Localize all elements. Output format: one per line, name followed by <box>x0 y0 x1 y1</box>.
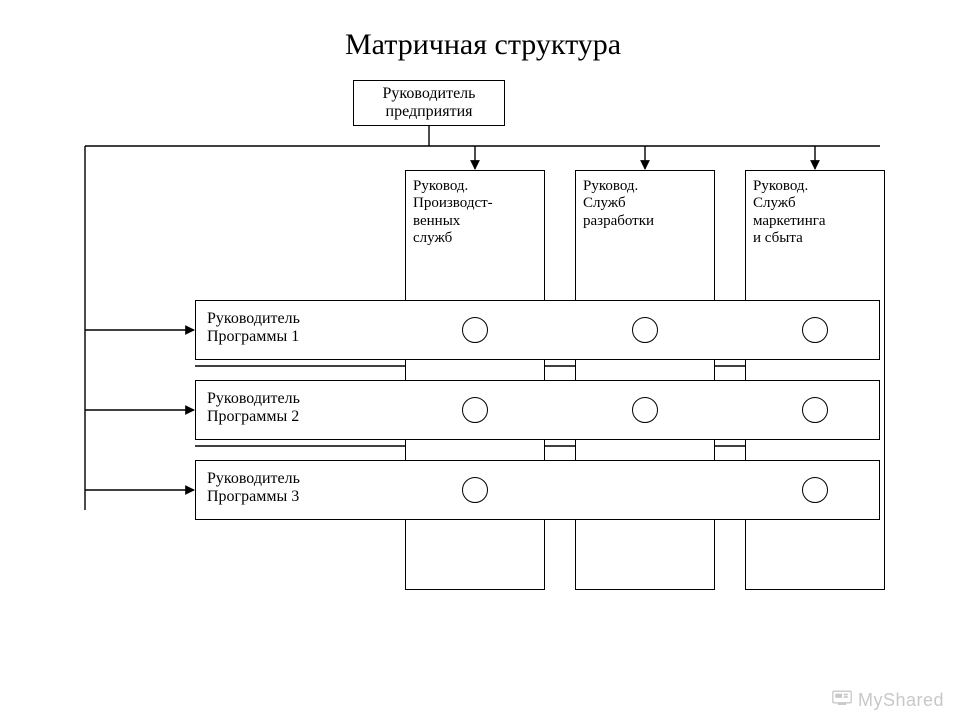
matrix-node-1-2 <box>802 397 828 423</box>
matrix-node-1-1 <box>632 397 658 423</box>
matrix-node-2-0 <box>462 477 488 503</box>
matrix-node-0-0 <box>462 317 488 343</box>
row-label-1: Руководитель Программы 2 <box>207 390 387 427</box>
watermark-icon <box>832 688 852 706</box>
column-label-1: Руковод. Служб разработки <box>583 178 707 230</box>
row-label-2: Руководитель Программы 3 <box>207 470 387 507</box>
diagram-title: Матричная структура <box>345 28 621 62</box>
column-label-0: Руковод. Производст- венных служб <box>413 178 537 247</box>
watermark-text: MyShared <box>858 690 944 711</box>
matrix-node-0-2 <box>802 317 828 343</box>
node-enterprise-head: Руководительпредприятия <box>353 80 505 126</box>
diagram-canvas: Матричная структура Руководительпредприя… <box>0 0 960 720</box>
column-label-2: Руковод. Служб маркетинга и сбыта <box>753 178 877 247</box>
row-label-0: Руководитель Программы 1 <box>207 310 387 347</box>
matrix-node-2-2 <box>802 477 828 503</box>
matrix-node-0-1 <box>632 317 658 343</box>
matrix-node-1-0 <box>462 397 488 423</box>
